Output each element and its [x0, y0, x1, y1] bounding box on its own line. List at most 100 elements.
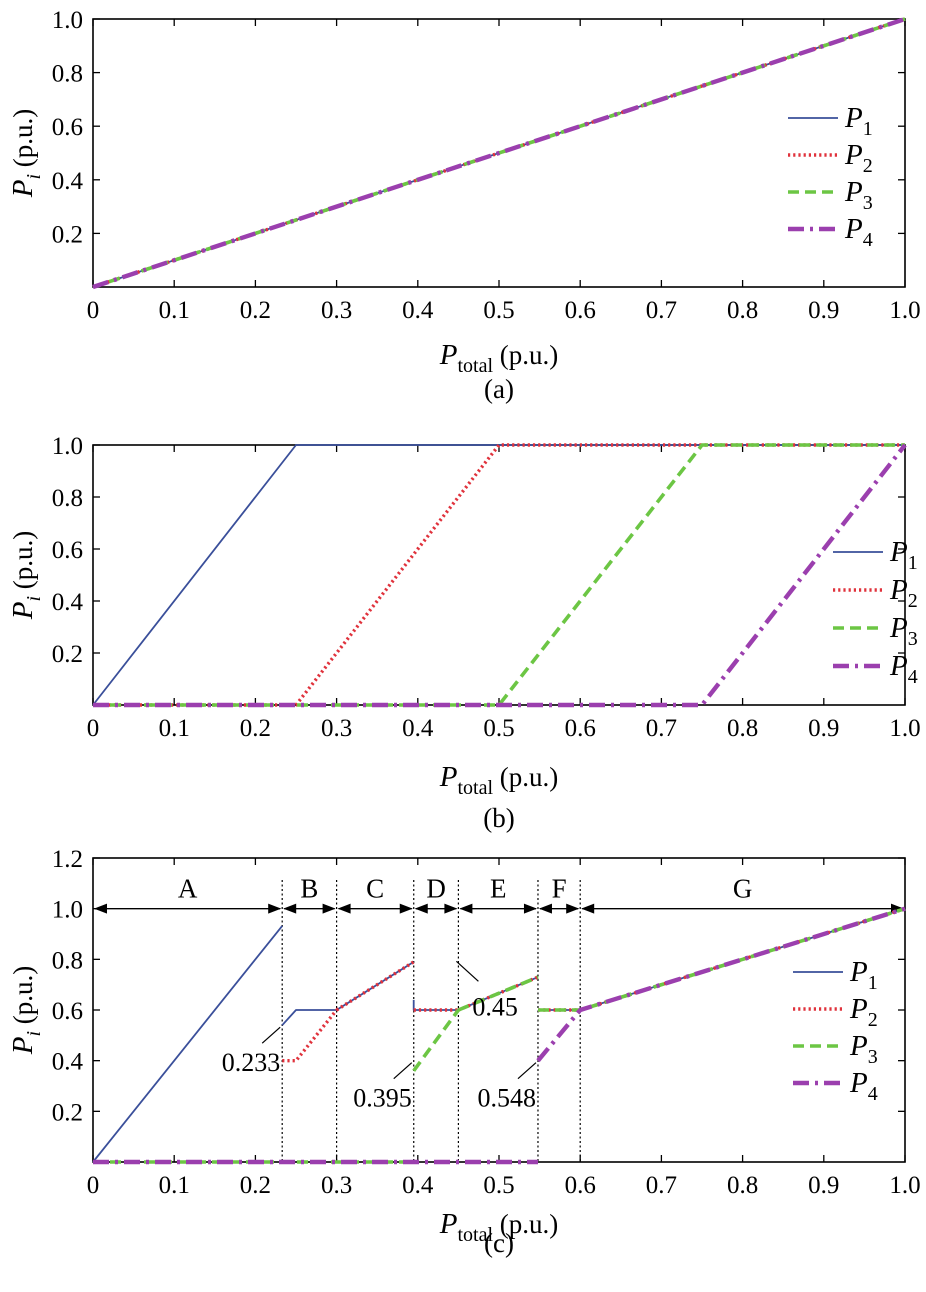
legend-entry: P3 — [844, 176, 873, 214]
legend-entry: P2 — [889, 574, 918, 612]
series-line — [92, 925, 283, 1163]
y-tick-label: 0.8 — [52, 485, 83, 512]
x-axis-label-sub: total — [457, 1224, 493, 1246]
panel-caption: (c) — [484, 1228, 514, 1258]
x-tick-label: 0.8 — [727, 1172, 758, 1199]
y-tick-label: 0.6 — [52, 114, 83, 141]
legend-sub: 2 — [908, 590, 918, 612]
annotation-leader — [455, 960, 479, 982]
legend-sub: 3 — [863, 192, 873, 214]
region-label-e: E — [490, 874, 507, 904]
legend-entry: P2 — [849, 993, 878, 1031]
x-axis-label-unit: (p.u.) — [493, 1209, 558, 1239]
panel-caption: (a) — [484, 374, 514, 404]
legend-sub: 4 — [863, 229, 873, 251]
x-tick-label: 1.0 — [889, 297, 920, 324]
region-arrowhead-right — [399, 903, 413, 914]
x-tick-label: 0.1 — [159, 715, 190, 742]
x-tick-label: 0.8 — [727, 715, 758, 742]
region-label-d: D — [426, 874, 446, 904]
x-tick-label: 0.4 — [402, 715, 434, 742]
legend-name: P — [889, 612, 908, 644]
y-tick-label: 0.8 — [52, 947, 83, 974]
legend-sub: 3 — [868, 1046, 878, 1068]
x-tick-label: 1.0 — [889, 1172, 920, 1199]
series-p2 — [93, 443, 905, 707]
x-tick-label: 0 — [87, 715, 100, 742]
legend-entry: P3 — [849, 1030, 878, 1068]
y-tick-label: 0.4 — [52, 1049, 84, 1076]
y-tick-label: 1.0 — [52, 433, 83, 460]
legend-entry: P4 — [849, 1067, 878, 1105]
y-axis-label-sub: i — [23, 1031, 45, 1037]
series-line — [457, 975, 539, 1012]
y-tick-label: 0.6 — [52, 998, 83, 1025]
region-arrowhead-left — [94, 903, 107, 914]
annotation: 0.233 — [222, 1026, 281, 1077]
legend-entry: P1 — [844, 102, 873, 140]
y-axis-label-main: P — [7, 1037, 39, 1056]
region-label-f: F — [552, 874, 567, 904]
x-tick-label: 0.2 — [240, 715, 271, 742]
annotation-label: 0.395 — [353, 1084, 412, 1113]
annotation: 0.45 — [455, 960, 518, 1021]
legend-name: P — [889, 650, 908, 682]
region-arrowhead-right — [566, 903, 580, 914]
x-tick-label: 0.3 — [321, 1172, 352, 1199]
x-tick-label: 0.7 — [646, 1172, 677, 1199]
x-tick-label: 0.7 — [646, 297, 677, 324]
x-tick-label: 0.2 — [240, 1172, 271, 1199]
series-line — [93, 443, 905, 707]
x-tick-label: 0.5 — [483, 715, 514, 742]
series-p4 — [93, 443, 907, 708]
x-tick-label: 0.9 — [808, 715, 839, 742]
x-tick-label: 0.8 — [727, 297, 758, 324]
series-p4 — [92, 16, 906, 290]
y-tick-label: 0.6 — [52, 537, 83, 564]
y-axis-label: Pi (p.u.) — [7, 109, 45, 199]
legend-name: P — [844, 139, 863, 171]
series-line — [281, 1009, 337, 1026]
chart-panel-a: 0 0.1 0.2 0.3 0.4 0.5 0.6 0.7 0.8 0.9 1.0 0.2 0.4 0.6… — [7, 7, 921, 404]
y-axis-label-unit: (p.u.) — [8, 531, 38, 596]
legend-sub: 2 — [868, 1009, 878, 1031]
y-tick-label: 0.2 — [52, 1099, 83, 1126]
series-line — [92, 16, 906, 290]
y-tick-label: 0.4 — [52, 589, 84, 616]
series-line — [93, 443, 907, 708]
x-axis-label: Ptotal (p.u.) — [439, 761, 559, 799]
x-tick-label: 0.4 — [402, 1172, 434, 1199]
y-tick-label: 1.0 — [52, 897, 83, 924]
y-axis-label-main: P — [7, 602, 39, 621]
legend-name: P — [849, 1030, 868, 1062]
legend-name: P — [849, 993, 868, 1025]
region-arrowhead-right — [523, 903, 537, 914]
series-line — [282, 1008, 338, 1063]
legend-name: P — [844, 102, 863, 134]
legend-entry: P1 — [849, 956, 878, 994]
annotation-label: 0.233 — [222, 1048, 281, 1077]
series-line — [412, 1008, 460, 1072]
x-axis-label-sub: total — [457, 355, 493, 377]
x-tick-label: 0.2 — [240, 297, 271, 324]
legend-entry: P1 — [889, 536, 918, 574]
annotation-leader — [261, 1026, 281, 1044]
x-tick-label: 0 — [87, 297, 100, 324]
x-tick-label: 1.0 — [889, 715, 920, 742]
x-tick-label: 0.4 — [402, 297, 434, 324]
region-arrowhead-left — [538, 903, 552, 914]
legend-sub: 1 — [868, 972, 878, 994]
x-tick-label: 0.6 — [565, 297, 596, 324]
annotation-label: 0.45 — [472, 992, 518, 1021]
x-axis-label: Ptotal (p.u.) — [439, 339, 559, 377]
series-p1 — [92, 444, 905, 706]
x-axis-label-main: P — [439, 1208, 458, 1240]
region-arrowhead-left — [337, 903, 351, 914]
region-label-b: B — [300, 874, 318, 904]
legend-name: P — [849, 956, 868, 988]
region-arrowhead-left — [283, 903, 297, 914]
x-tick-label: 0.1 — [159, 297, 190, 324]
legend-sub: 2 — [863, 155, 873, 177]
series-line — [92, 444, 905, 706]
